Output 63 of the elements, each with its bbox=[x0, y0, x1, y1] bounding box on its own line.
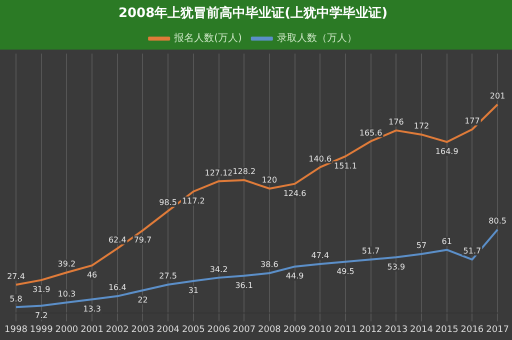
data-label: 201 bbox=[490, 92, 506, 101]
data-label: 13.3 bbox=[83, 304, 101, 314]
data-label: 151.1 bbox=[334, 161, 357, 170]
x-tick-label: 2012 bbox=[359, 324, 382, 335]
data-label: 27.5 bbox=[159, 272, 177, 281]
data-label: 79.7 bbox=[134, 236, 152, 245]
data-label: 51.7 bbox=[362, 246, 380, 256]
data-label: 7.2 bbox=[34, 310, 48, 320]
data-label: 27.4 bbox=[7, 272, 25, 281]
legend-label: 报名人数(万人) bbox=[173, 32, 242, 44]
x-tick-label: 2016 bbox=[460, 324, 484, 335]
data-label: 36.1 bbox=[235, 280, 254, 290]
x-tick-label: 2009 bbox=[283, 324, 307, 335]
data-label: 57 bbox=[416, 241, 427, 250]
data-label: 165.6 bbox=[359, 128, 382, 138]
x-tick-label: 2000 bbox=[55, 324, 78, 335]
data-label: 140.6 bbox=[308, 154, 332, 164]
x-tick-label: 2008 bbox=[258, 324, 282, 335]
data-label: 61 bbox=[442, 236, 452, 246]
data-label: 31 bbox=[188, 286, 199, 296]
x-tick-label: 2003 bbox=[131, 324, 154, 335]
data-label: 22 bbox=[138, 295, 148, 304]
x-tick-label: 1998 bbox=[4, 324, 28, 335]
data-label: 16.4 bbox=[108, 283, 126, 292]
data-label: 176 bbox=[388, 118, 404, 127]
data-label: 124.6 bbox=[283, 188, 306, 198]
chart-title: 2008年上犹冒前高中毕业证(上犹中学毕业证) bbox=[118, 5, 388, 22]
data-label: 51.7 bbox=[463, 246, 482, 256]
data-label: 164.9 bbox=[435, 147, 458, 156]
data-label: 39.2 bbox=[58, 260, 76, 269]
data-label: 117.2 bbox=[182, 196, 205, 206]
x-tick-label: 2006 bbox=[207, 324, 230, 335]
x-tick-label: 2013 bbox=[384, 324, 408, 335]
data-label: 44.9 bbox=[286, 272, 304, 281]
x-tick-label: 2015 bbox=[435, 324, 458, 335]
data-label: 38.6 bbox=[260, 260, 278, 270]
x-tick-label: 2010 bbox=[308, 324, 332, 335]
data-label: 49.5 bbox=[336, 266, 354, 276]
x-tick-label: 2005 bbox=[182, 324, 205, 335]
data-label: 31.9 bbox=[32, 285, 50, 294]
data-label: 80.5 bbox=[488, 216, 506, 226]
data-label: 120 bbox=[262, 176, 278, 185]
data-label: 34.2 bbox=[210, 264, 228, 274]
data-label: 5.8 bbox=[10, 294, 22, 304]
x-tick-label: 2004 bbox=[156, 324, 180, 335]
x-tick-label: 2002 bbox=[106, 324, 129, 335]
legend-label: 录取人数（万人） bbox=[276, 33, 357, 44]
data-label: 47.4 bbox=[311, 251, 330, 260]
data-label: 127.12 bbox=[204, 168, 233, 178]
x-tick-label: 2014 bbox=[410, 324, 434, 335]
data-label: 46 bbox=[86, 270, 98, 280]
data-label: 53.9 bbox=[387, 262, 406, 272]
x-tick-label: 2001 bbox=[80, 324, 104, 335]
x-tick-label: 2017 bbox=[486, 324, 509, 335]
data-label: 62.4 bbox=[108, 235, 126, 244]
data-label: 172 bbox=[414, 122, 430, 131]
data-label: 128.2 bbox=[232, 167, 256, 176]
x-tick-label: 2007 bbox=[232, 324, 256, 335]
data-label: 10.3 bbox=[58, 290, 76, 299]
x-tick-label: 2011 bbox=[334, 324, 357, 335]
data-label: 177 bbox=[464, 116, 480, 126]
data-label: 98.5 bbox=[159, 198, 177, 207]
x-tick-label: 1999 bbox=[30, 324, 54, 335]
